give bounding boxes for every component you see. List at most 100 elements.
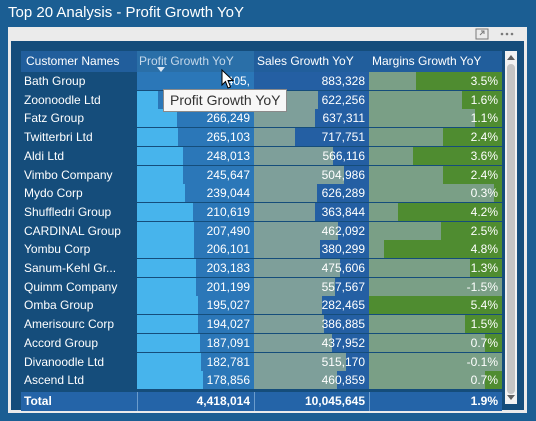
- profit-growth-bar: [195, 259, 254, 277]
- table-row[interactable]: Mydo Corp 239,044 626,289 0.3%: [21, 184, 502, 203]
- profit-growth-bar: [197, 315, 254, 334]
- scrollbar-thumb[interactable]: [507, 64, 515, 394]
- margins-growth-bar: [464, 315, 502, 334]
- sales-growth-cell: 462,092: [254, 221, 369, 240]
- table-row[interactable]: Omba Group 195,027 282,465 5.4%: [21, 296, 502, 315]
- sales-growth-cell: 515,170: [254, 352, 369, 371]
- profit-growth-value: 405,: [226, 74, 250, 88]
- sales-growth-cell: 717,751: [254, 128, 369, 147]
- margins-growth-value: 2.4%: [470, 167, 498, 182]
- margins-growth-value: 3.5%: [470, 74, 498, 88]
- table-row[interactable]: Divanoodle Ltd 182,781 515,170 -0.1%: [21, 352, 502, 371]
- margins-growth-value: -0.1%: [466, 354, 498, 369]
- sales-growth-value: 380,299: [321, 242, 365, 257]
- sales-growth-value: 504,986: [321, 167, 365, 182]
- profit-growth-cell: 248,013: [137, 146, 254, 165]
- sales-growth-bar: [340, 259, 369, 277]
- table-row[interactable]: Amerisourc Corp 194,027 386,885 1.5%: [21, 315, 502, 334]
- margins-growth-value: 0.3%: [470, 186, 498, 201]
- profit-growth-bar: [200, 333, 254, 352]
- profit-growth-cell: 245,647: [137, 165, 254, 184]
- sales-growth-value: 282,465: [321, 298, 365, 313]
- vertical-scrollbar[interactable]: [505, 51, 517, 404]
- profit-growth-bar: [194, 221, 254, 240]
- table-row[interactable]: Bath Group 405, 883,328 3.5%: [21, 72, 502, 90]
- profit-growth-value: 178,856: [206, 373, 250, 388]
- margins-growth-bar: [383, 240, 502, 259]
- sales-growth-cell: 566,116: [254, 146, 369, 165]
- profit-growth-cell: 201,199: [137, 277, 254, 296]
- margins-growth-bar: [470, 259, 502, 277]
- header-customer-names[interactable]: Customer Names: [21, 51, 137, 72]
- customer-name-cell: Bath Group: [24, 74, 86, 88]
- margins-growth-cell: 2.5%: [369, 221, 502, 240]
- margins-growth-cell: 4.2%: [369, 202, 502, 221]
- customer-name-cell: Yombu Corp: [24, 242, 91, 257]
- table-row[interactable]: CARDINAL Group 207,490 462,092 2.5%: [21, 221, 502, 240]
- profit-growth-cell: 182,781: [137, 352, 254, 371]
- tooltip: Profit Growth YoY: [163, 89, 287, 112]
- customer-name-cell: CARDINAL Group: [24, 223, 121, 238]
- table-row[interactable]: Yombu Corp 206,101 380,299 4.8%: [21, 240, 502, 259]
- sales-growth-value: 462,092: [321, 223, 365, 238]
- expand-icon[interactable]: [475, 28, 489, 40]
- sales-growth-value: 363,844: [321, 204, 365, 219]
- header-margins-growth[interactable]: Margins Growth YoY: [369, 51, 502, 72]
- customer-name-cell: Aldi Ltd: [24, 148, 65, 163]
- table-row[interactable]: Sanum-Kehl Gr... 203,183 475,606 1.3%: [21, 259, 502, 277]
- visual-toolbar: [475, 28, 515, 40]
- profit-growth-cell: 206,101: [137, 240, 254, 259]
- profit-growth-cell: 195,027: [137, 296, 254, 315]
- sales-growth-value: 566,116: [322, 148, 366, 163]
- sales-growth-value: 475,606: [321, 261, 365, 275]
- sales-growth-bar: [295, 128, 369, 147]
- margins-growth-value: 3.6%: [470, 148, 498, 163]
- table-row[interactable]: Vimbo Company 245,647 504,986 2.4%: [21, 165, 502, 184]
- customer-name-cell: Amerisourc Corp: [24, 317, 115, 332]
- total-label: Total: [21, 391, 137, 411]
- margins-growth-value: 2.4%: [470, 130, 498, 145]
- header-profit-growth[interactable]: Profit Growth YoY: [137, 51, 254, 72]
- margins-growth-bar: [462, 90, 502, 109]
- more-options-icon[interactable]: [499, 28, 515, 40]
- table-row[interactable]: Twitterbri Ltd 265,103 717,751 2.4%: [21, 128, 502, 147]
- profit-growth-value: 206,101: [206, 242, 250, 257]
- profit-growth-cell: 207,490: [137, 221, 254, 240]
- margins-growth-bar: [440, 221, 502, 240]
- table-row[interactable]: Accord Group 187,091 437,952 0.7%: [21, 333, 502, 352]
- margins-growth-value: 0.7%: [470, 373, 498, 388]
- data-table: Customer Names Profit Growth YoY Sales G…: [21, 51, 502, 411]
- margins-growth-cell: 1.1%: [369, 109, 502, 128]
- sales-growth-bar: [254, 72, 369, 90]
- sales-growth-cell: 363,844: [254, 202, 369, 221]
- margins-growth-cell: 2.4%: [369, 165, 502, 184]
- margins-growth-cell: 0.7%: [369, 333, 502, 352]
- table-row[interactable]: Quimm Company 201,199 557,567 -1.5%: [21, 277, 502, 296]
- table-row[interactable]: Shuffledri Group 210,619 363,844 4.2%: [21, 202, 502, 221]
- margins-growth-bar: [443, 128, 502, 147]
- margins-growth-value: 5.4%: [470, 298, 498, 313]
- sales-growth-value: 437,952: [321, 335, 365, 350]
- table-row[interactable]: Fatz Group 266,249 637,311 1.1%: [21, 109, 502, 128]
- scroll-up-icon[interactable]: [507, 55, 515, 60]
- sales-growth-bar: [337, 221, 369, 240]
- header-profit-growth-label: Profit Growth YoY: [139, 54, 234, 68]
- sales-growth-bar: [343, 165, 369, 184]
- mouse-cursor-icon: [221, 68, 235, 95]
- table-row[interactable]: Aldi Ltd 248,013 566,116 3.6%: [21, 146, 502, 165]
- header-sales-growth[interactable]: Sales Growth YoY: [254, 51, 369, 72]
- profit-growth-value: 239,044: [206, 186, 250, 201]
- sales-growth-bar: [321, 296, 369, 315]
- profit-growth-cell: 194,027: [137, 315, 254, 334]
- profit-growth-value: 266,249: [206, 111, 250, 126]
- sales-growth-cell: 282,465: [254, 296, 369, 315]
- total-margins-growth: 1.9%: [470, 393, 498, 408]
- table-row[interactable]: Ascend Ltd 178,856 460,859 0.7%: [21, 371, 502, 390]
- page-title: Top 20 Analysis - Profit Growth YoY: [8, 4, 244, 21]
- scroll-down-icon[interactable]: [507, 395, 515, 400]
- margins-growth-cell: 0.3%: [369, 184, 502, 203]
- margins-growth-cell: -1.5%: [369, 277, 502, 296]
- sales-growth-cell: 380,299: [254, 240, 369, 259]
- profit-growth-bar: [177, 128, 254, 147]
- sales-growth-value: 717,751: [321, 130, 365, 145]
